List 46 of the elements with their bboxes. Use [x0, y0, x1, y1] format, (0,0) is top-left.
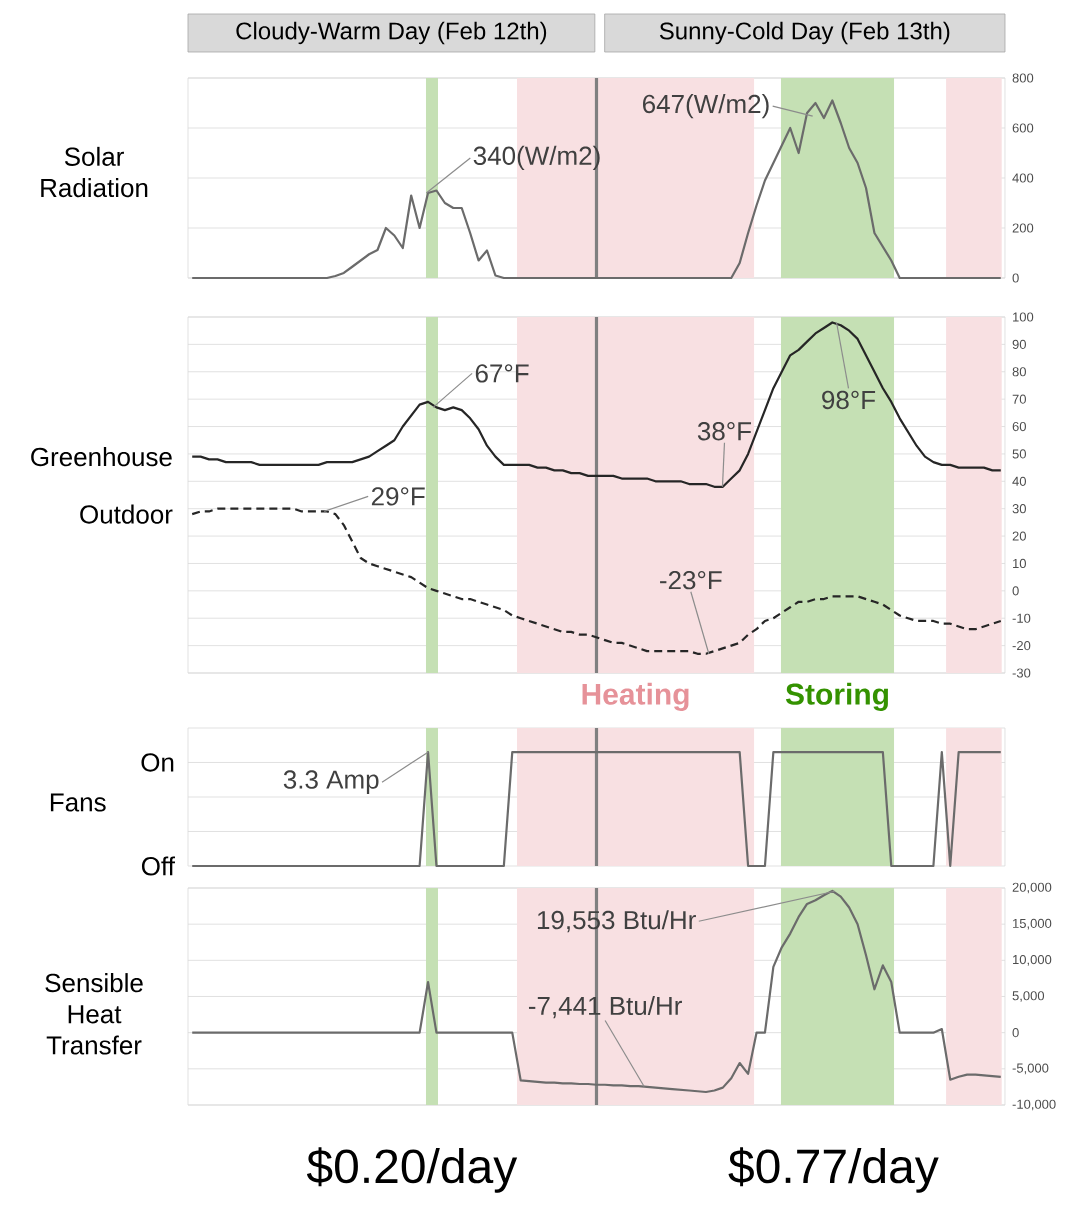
y-tick-label: 80	[1012, 367, 1026, 377]
y-tick-label: 100	[1013, 312, 1034, 322]
y-tick-label: 5,000	[1012, 991, 1045, 1002]
y-axis-title: Solar Radiation	[41, 146, 148, 198]
y-axis-title: Sensible Heat Transfer	[45, 973, 143, 1055]
y-tick-label: 20,000	[1012, 882, 1052, 894]
text: $0.20/day	[306, 1147, 518, 1193]
text: Storing	[785, 682, 888, 711]
y-tick-label: 10,000	[1013, 954, 1052, 966]
y-tick-label: 70	[1012, 394, 1026, 404]
y-tick-label: 20	[1012, 531, 1026, 541]
y-tick-label: 60	[1012, 421, 1026, 432]
series-label: Outdoor	[80, 504, 173, 524]
y-tick-label: 40	[1012, 476, 1026, 486]
y-axis-title: Fans	[50, 793, 106, 812]
y-tick-label: 400	[1012, 173, 1034, 183]
y-tick-label: -20	[1012, 641, 1031, 651]
annotation: 647(W/m2)	[643, 94, 769, 119]
annotation: -23°F	[660, 570, 722, 590]
y-tick-label: -10,000	[1012, 1099, 1056, 1111]
annotation: 98°F	[822, 390, 876, 410]
y-tick-label: 800	[1012, 73, 1034, 83]
y-tick-label: 200	[1012, 223, 1034, 233]
series-label: Greenhouse	[31, 447, 172, 467]
text: Cloudy-Warm Day (Feb 12th)	[236, 21, 547, 45]
annotation: 38°F	[697, 421, 752, 441]
y-tick-label: 0	[1012, 1028, 1019, 1038]
y-tick-label: -10	[1012, 613, 1031, 623]
text: Sunny-Cold Day (Feb 13th)	[659, 21, 950, 45]
annotation: 67°F	[475, 364, 529, 383]
y-tick-label: 0	[1012, 273, 1019, 283]
annotation: 3.3 Amp	[283, 770, 379, 794]
annotation: 29°F	[371, 487, 425, 506]
y-tick-label: -5,000	[1012, 1063, 1049, 1075]
text: $0.77/day	[728, 1147, 939, 1193]
y-tick-label: 50	[1012, 449, 1026, 459]
y-tick-label: -30	[1012, 668, 1031, 678]
y-tick-label: 30	[1012, 504, 1026, 514]
y-tick-label: 15,000	[1013, 918, 1052, 930]
y-tick-label: 90	[1012, 339, 1026, 349]
y-tick-label: 10	[1013, 558, 1026, 569]
text: Off	[141, 856, 175, 876]
y-tick-label: 0	[1012, 586, 1019, 596]
text: On	[141, 753, 174, 772]
y-tick-label: 600	[1012, 123, 1034, 133]
text: Heating	[582, 682, 689, 711]
